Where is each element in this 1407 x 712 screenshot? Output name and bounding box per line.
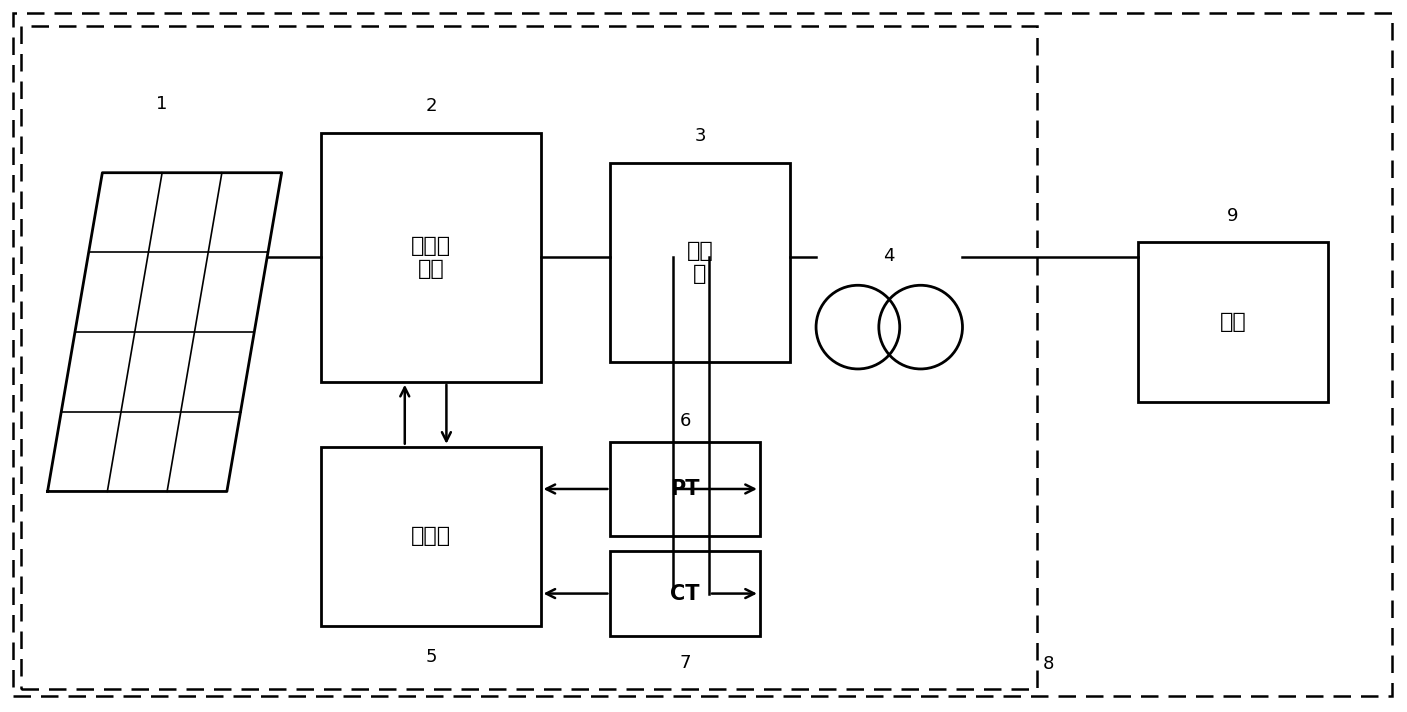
Text: 9: 9 [1227, 206, 1238, 224]
Text: 光伏逆
变器: 光伏逆 变器 [411, 236, 452, 279]
Text: 4: 4 [884, 247, 895, 266]
Text: 控制器: 控制器 [411, 526, 452, 546]
Bar [611, 551, 760, 636]
Bar [21, 26, 1037, 689]
Text: 1: 1 [156, 95, 167, 113]
Text: PT: PT [670, 479, 699, 499]
Bar [1138, 243, 1328, 402]
Text: 电网: 电网 [1220, 312, 1247, 332]
Text: 7: 7 [680, 654, 691, 672]
Bar [321, 133, 540, 382]
Text: 8: 8 [1043, 655, 1054, 673]
Text: 3: 3 [694, 127, 706, 145]
Bar [611, 441, 760, 536]
Text: 6: 6 [680, 412, 691, 430]
Text: 2: 2 [425, 97, 436, 115]
Bar [611, 163, 789, 362]
Bar [321, 446, 540, 626]
Text: 5: 5 [425, 648, 436, 666]
Text: CT: CT [670, 584, 699, 604]
Text: 滤波
器: 滤波 器 [687, 241, 713, 284]
